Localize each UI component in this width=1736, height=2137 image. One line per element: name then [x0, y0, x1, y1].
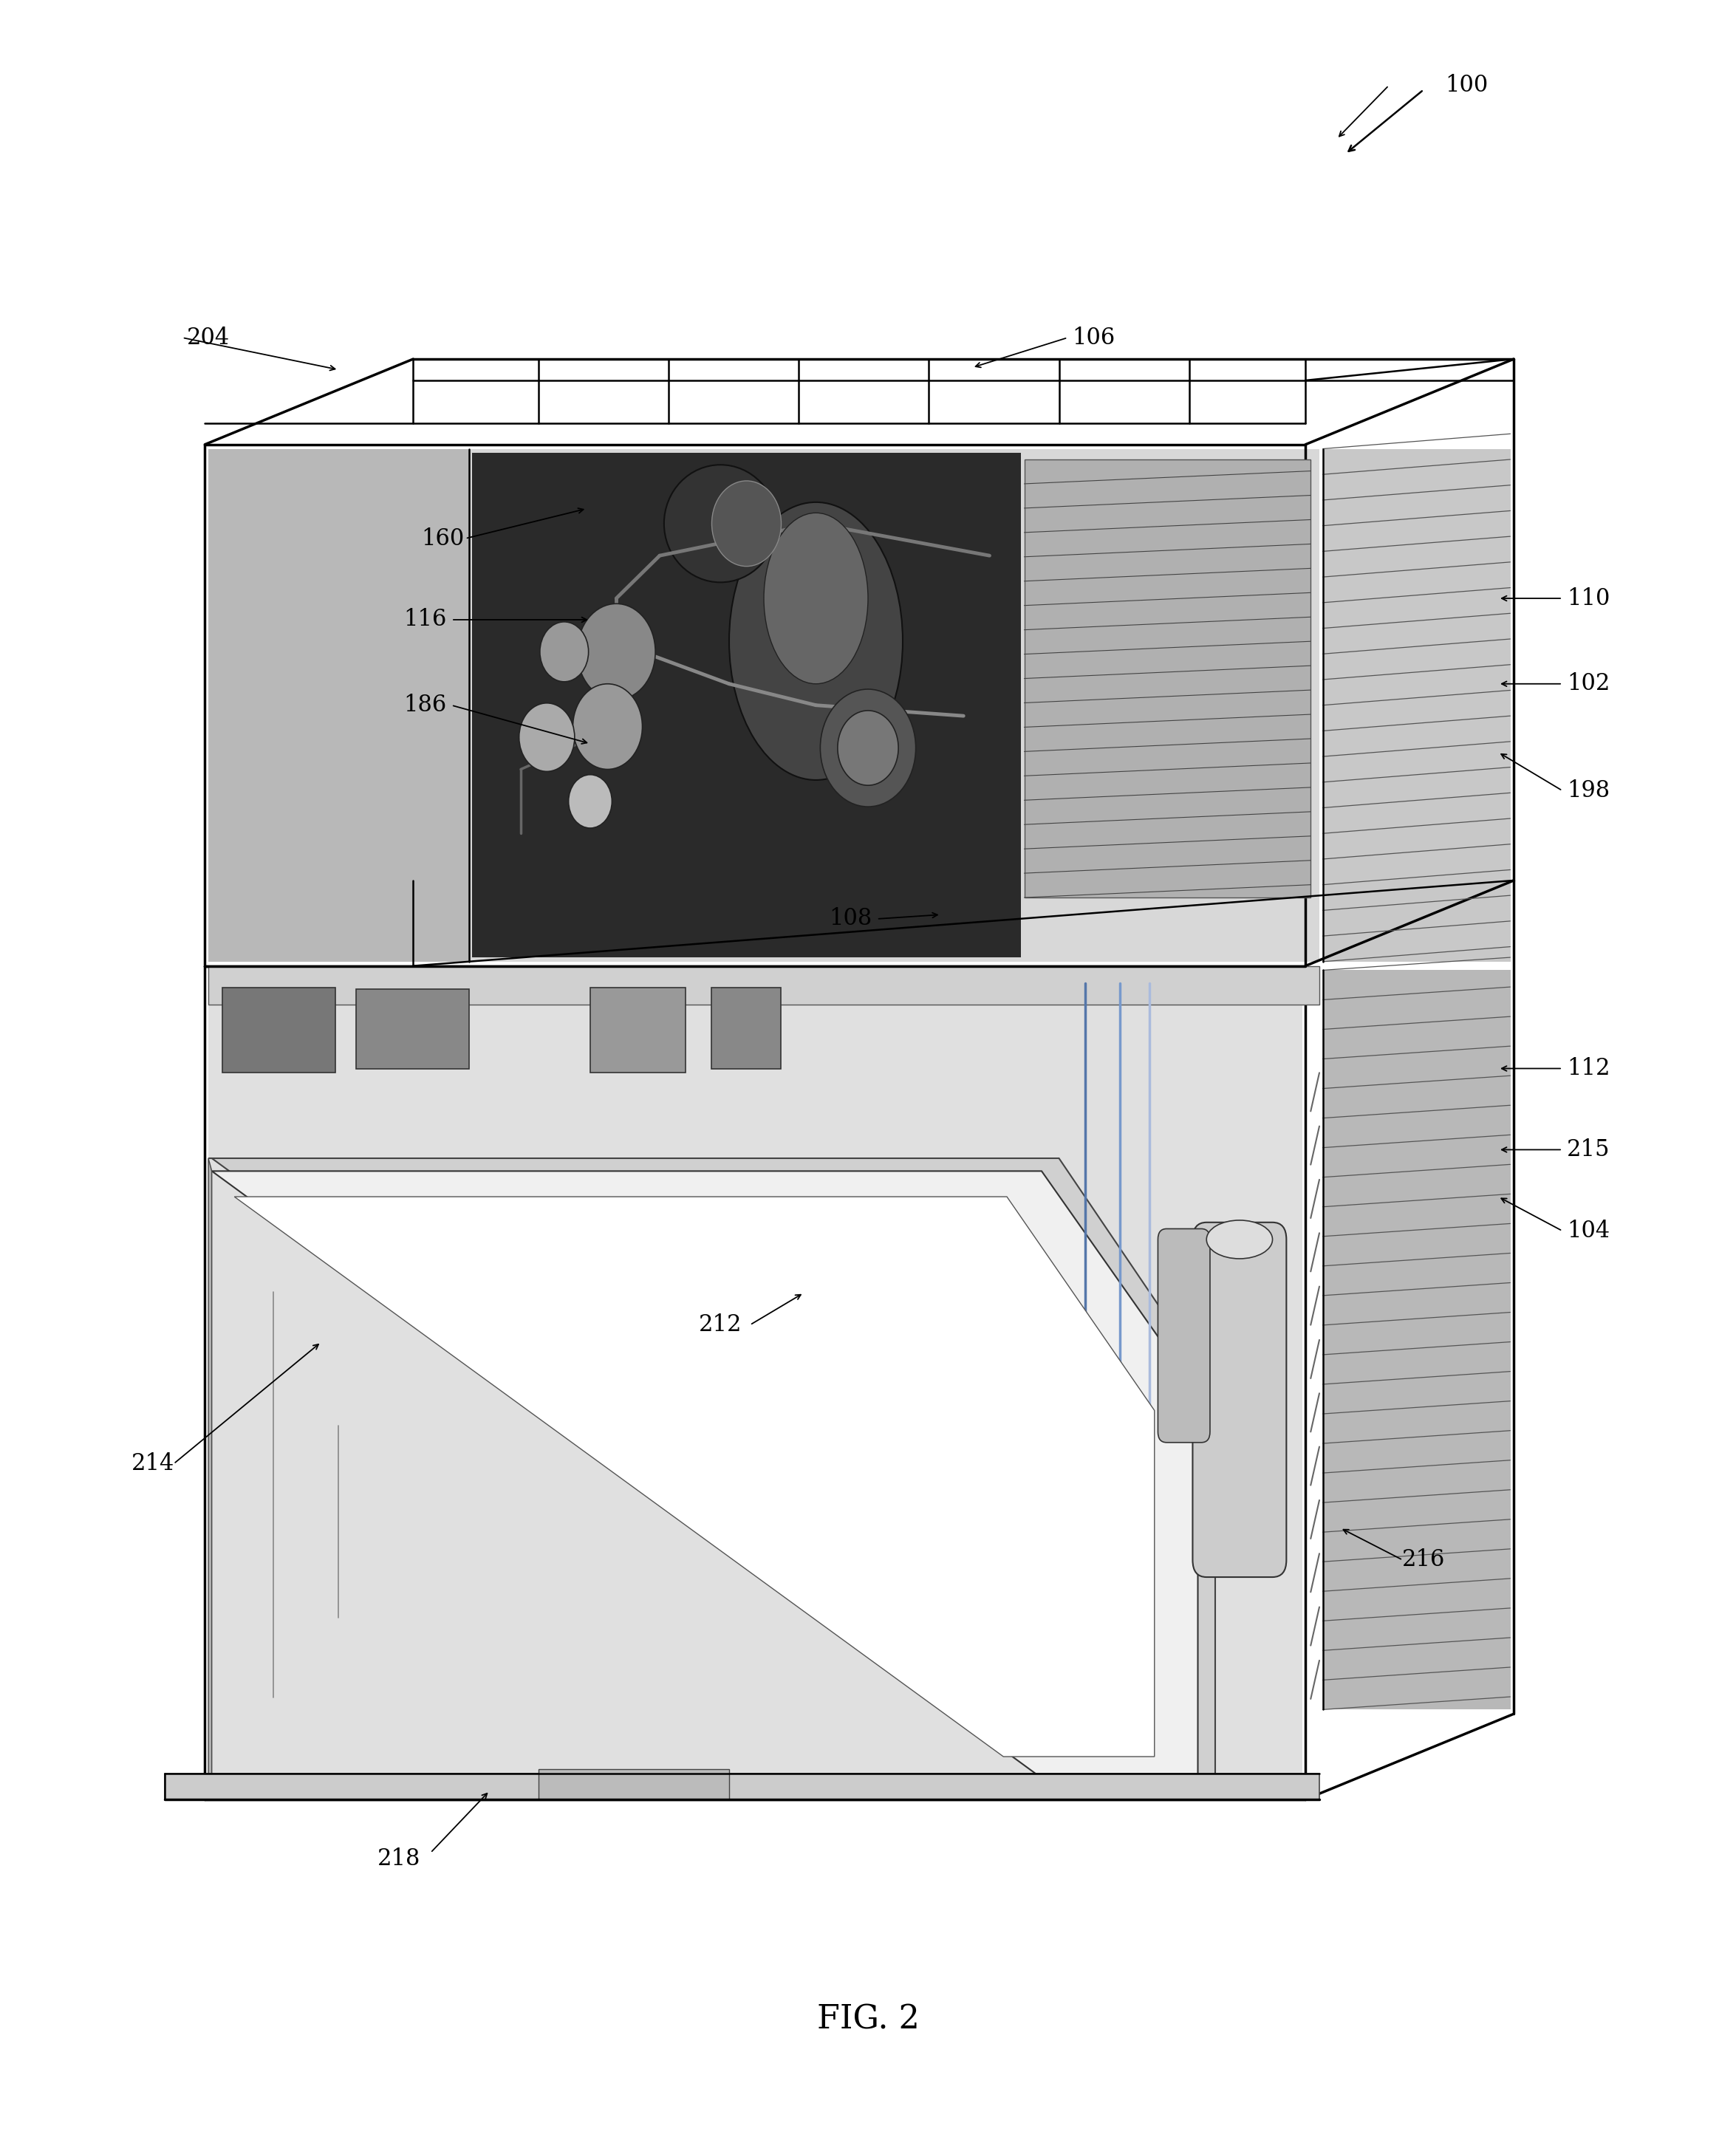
Ellipse shape — [764, 513, 868, 684]
Polygon shape — [469, 449, 1319, 962]
Polygon shape — [208, 1158, 212, 1799]
Text: 110: 110 — [1568, 588, 1609, 609]
Polygon shape — [208, 966, 1319, 1004]
Bar — [222, 987, 335, 1073]
Ellipse shape — [540, 622, 589, 682]
Text: 218: 218 — [378, 1849, 420, 1870]
Text: 116: 116 — [404, 609, 446, 630]
Ellipse shape — [663, 466, 778, 581]
Text: 186: 186 — [404, 695, 446, 716]
Text: 100: 100 — [1446, 75, 1488, 96]
Text: 108: 108 — [830, 908, 871, 930]
Polygon shape — [208, 1158, 1215, 1784]
Polygon shape — [538, 1769, 729, 1799]
FancyBboxPatch shape — [1193, 1222, 1286, 1577]
Ellipse shape — [1207, 1220, 1272, 1259]
Bar — [712, 987, 781, 1068]
Bar — [356, 989, 469, 1068]
Polygon shape — [234, 1197, 1154, 1757]
Text: 214: 214 — [132, 1453, 174, 1475]
Ellipse shape — [573, 684, 642, 769]
Bar — [590, 987, 686, 1073]
Text: 104: 104 — [1568, 1220, 1609, 1242]
Polygon shape — [165, 1774, 1319, 1799]
Ellipse shape — [712, 481, 781, 566]
Ellipse shape — [519, 703, 575, 771]
Ellipse shape — [576, 603, 656, 701]
Polygon shape — [1323, 449, 1510, 962]
Polygon shape — [1024, 459, 1311, 898]
Ellipse shape — [729, 502, 903, 780]
Text: 204: 204 — [187, 327, 229, 348]
Text: FIG. 2: FIG. 2 — [816, 2005, 920, 2034]
Polygon shape — [472, 453, 1021, 957]
Ellipse shape — [837, 709, 899, 786]
Text: 106: 106 — [1073, 327, 1115, 348]
Text: 198: 198 — [1568, 780, 1609, 801]
Polygon shape — [1323, 970, 1510, 1710]
Text: 102: 102 — [1568, 673, 1609, 695]
Text: 112: 112 — [1568, 1058, 1609, 1079]
Text: 212: 212 — [700, 1314, 741, 1336]
Polygon shape — [208, 449, 469, 962]
Text: 160: 160 — [422, 528, 464, 549]
Polygon shape — [212, 1171, 1198, 1778]
Ellipse shape — [819, 688, 917, 808]
Polygon shape — [208, 970, 1302, 1795]
Text: 215: 215 — [1568, 1139, 1609, 1160]
Ellipse shape — [569, 776, 613, 827]
Text: 216: 216 — [1403, 1549, 1444, 1571]
FancyBboxPatch shape — [1158, 1229, 1210, 1442]
